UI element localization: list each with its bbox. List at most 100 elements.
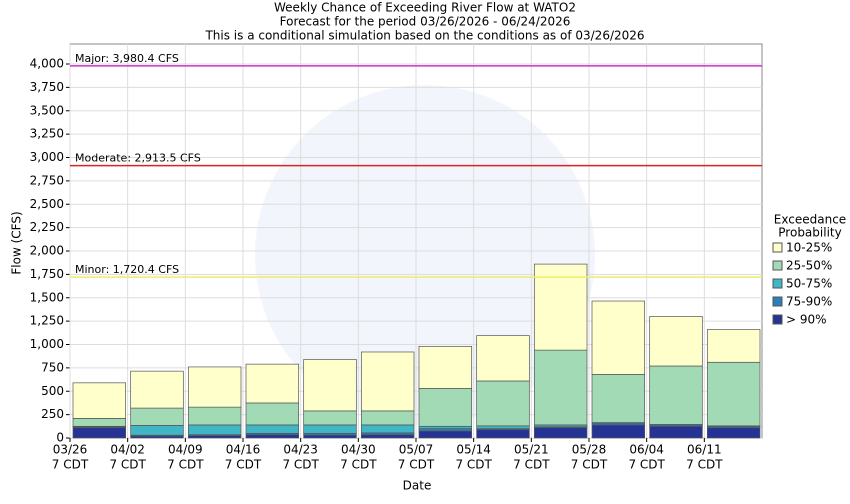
x-tick-label: 05/21 (514, 443, 549, 457)
y-tick-label: 500 (41, 384, 64, 398)
legend-label: 10-25% (786, 241, 832, 255)
chart-title: Forecast for the period 03/26/2026 - 06/… (280, 15, 571, 29)
x-tick-label: 06/11 (687, 443, 722, 457)
y-tick-label: 1,500 (30, 290, 64, 304)
bar-segment (650, 426, 703, 438)
y-tick-label: 3,000 (30, 150, 64, 164)
bar-segment (650, 316, 703, 366)
x-tick-label: 7 CDT (52, 458, 89, 472)
bar-segment (131, 425, 184, 435)
x-tick-label: 7 CDT (686, 458, 723, 472)
y-tick-label: 3,750 (30, 80, 64, 94)
x-tick-label: 03/26 (53, 443, 88, 457)
x-tick-label: 7 CDT (455, 458, 492, 472)
legend-swatch (773, 243, 782, 252)
bar-segment (419, 429, 472, 431)
bar-segment (188, 425, 241, 435)
bar-segment (73, 383, 126, 419)
bar-segment (361, 411, 414, 425)
y-tick-label: 3,250 (30, 127, 64, 141)
bar-segment (304, 435, 357, 438)
bar-segment (246, 425, 299, 433)
bar-segment (131, 371, 184, 408)
bar-segment (73, 428, 126, 438)
y-tick-label: 2,000 (30, 244, 64, 258)
bar-segment (534, 428, 587, 438)
bar-segment (707, 362, 760, 426)
chart-title: This is a conditional simulation based o… (204, 29, 644, 43)
bar-segment (188, 407, 241, 425)
x-tick-label: 7 CDT (109, 458, 146, 472)
bar-segment (477, 336, 530, 381)
legend-swatch (773, 297, 782, 306)
threshold-label: Minor: 1,720.4 CFS (75, 263, 179, 276)
bar-segment (419, 346, 472, 388)
bar-segment (592, 374, 645, 422)
bar-segment (246, 435, 299, 438)
bar-segment (707, 428, 760, 438)
x-tick-label: 04/23 (283, 443, 318, 457)
x-tick-label: 05/07 (399, 443, 434, 457)
legend-title: Exceedance (774, 213, 846, 227)
y-tick-label: 2,250 (30, 220, 64, 234)
x-tick-label: 7 CDT (513, 458, 550, 472)
legend-label: > 90% (786, 313, 827, 327)
bar-segment (592, 301, 645, 374)
x-tick-label: 7 CDT (225, 458, 262, 472)
bar-segment (304, 411, 357, 425)
bar-segment (534, 350, 587, 425)
x-tick-label: 04/16 (226, 443, 261, 457)
bar-segment (188, 436, 241, 438)
x-tick-label: 04/09 (168, 443, 203, 457)
bar-segment (650, 366, 703, 424)
x-tick-label: 7 CDT (167, 458, 204, 472)
bar-segment (188, 367, 241, 407)
x-tick-label: 04/30 (341, 443, 376, 457)
bar-segment (419, 431, 472, 438)
x-axis-label: Date (403, 479, 432, 493)
bar-segment (246, 364, 299, 403)
threshold-label: Moderate: 2,913.5 CFS (75, 152, 201, 165)
legend-label: 50-75% (786, 277, 832, 291)
y-tick-label: 1,750 (30, 267, 64, 281)
y-tick-label: 750 (41, 360, 64, 374)
bar-segment (419, 388, 472, 426)
bar-segment (361, 352, 414, 411)
bar-segment (73, 418, 126, 426)
legend-label: 75-90% (786, 295, 832, 309)
legend-swatch (773, 315, 782, 324)
x-tick-label: 7 CDT (340, 458, 377, 472)
bar-segment (361, 435, 414, 438)
bar-segment (131, 408, 184, 425)
y-tick-label: 3,500 (30, 103, 64, 117)
y-tick-label: 4,000 (30, 57, 64, 71)
bar-segment (304, 359, 357, 410)
y-tick-label: 1,250 (30, 314, 64, 328)
bar-segment (246, 403, 299, 425)
bar-segment (707, 330, 760, 363)
x-tick-label: 04/02 (110, 443, 145, 457)
bar-segment (419, 426, 472, 428)
y-axis-label: Flow (CFS) (10, 211, 24, 274)
y-tick-label: 250 (41, 407, 64, 421)
y-tick-label: 2,500 (30, 197, 64, 211)
x-tick-label: 7 CDT (571, 458, 608, 472)
x-tick-label: 7 CDT (282, 458, 319, 472)
bar-segment (477, 430, 530, 438)
bar-segment (304, 425, 357, 433)
legend-title: Probability (778, 226, 841, 240)
x-tick-label: 05/14 (456, 443, 491, 457)
threshold-label: Major: 3,980.4 CFS (75, 52, 179, 65)
bar-segment (361, 425, 414, 433)
bar-segment (592, 425, 645, 438)
chart-title: Weekly Chance of Exceeding River Flow at… (274, 1, 576, 15)
legend-swatch (773, 261, 782, 270)
x-tick-label: 06/04 (629, 443, 664, 457)
x-tick-label: 7 CDT (398, 458, 435, 472)
legend-swatch (773, 279, 782, 288)
bar-segment (477, 381, 530, 426)
y-tick-label: 2,750 (30, 173, 64, 187)
y-tick-label: 1,000 (30, 337, 64, 351)
